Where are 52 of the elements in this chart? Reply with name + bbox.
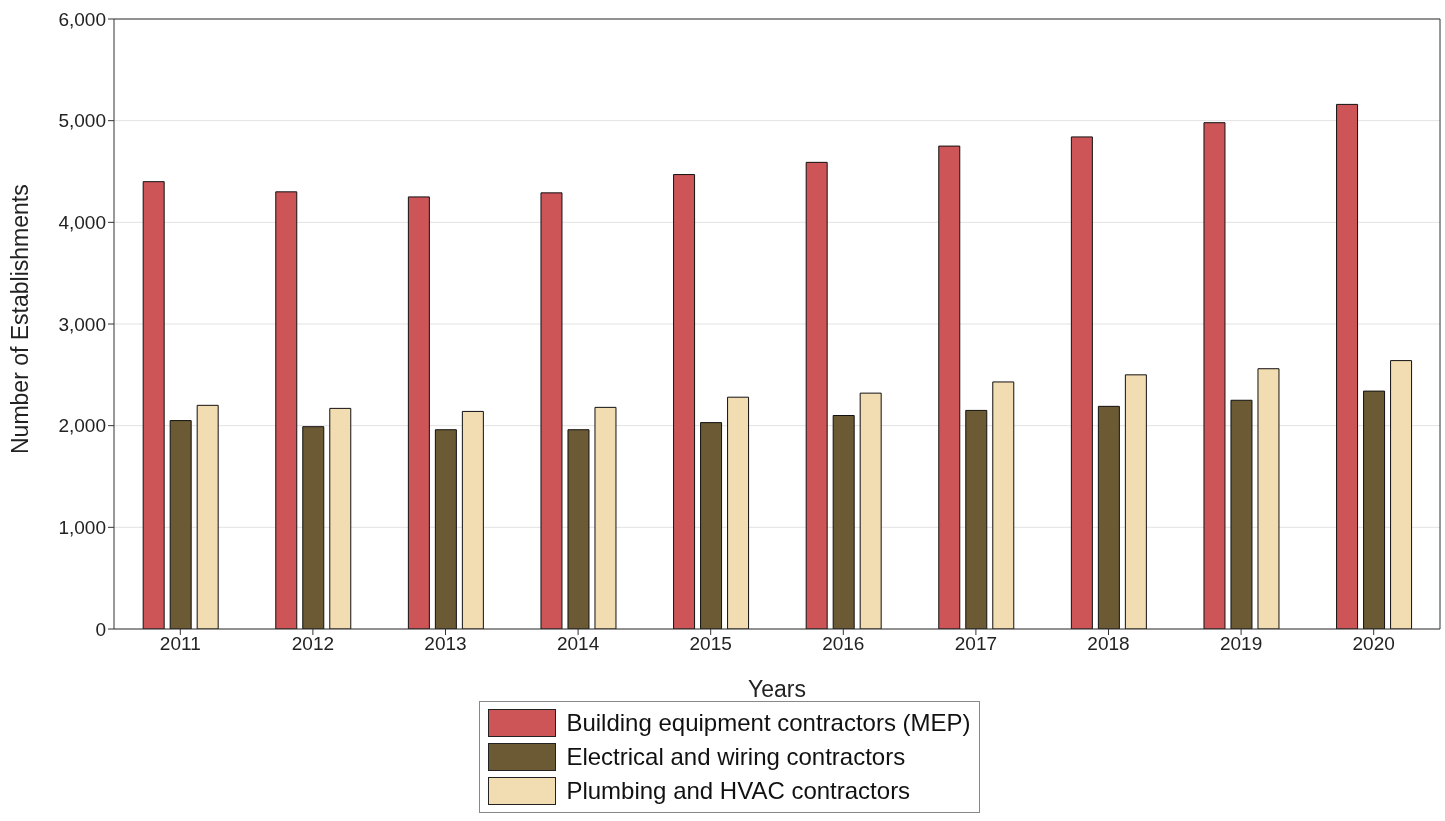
x-tick-label: 2014	[556, 633, 600, 655]
bar	[1257, 368, 1280, 629]
y-tick-label: 1,000	[58, 517, 106, 539]
bar	[1390, 360, 1413, 629]
y-tick-label: 3,000	[58, 313, 106, 335]
bar	[832, 415, 855, 629]
bar	[594, 406, 617, 629]
bar	[302, 426, 325, 629]
bar	[1363, 390, 1386, 629]
bar	[1230, 399, 1253, 629]
x-tick-label: 2017	[954, 633, 998, 655]
bar	[1203, 122, 1226, 629]
bar	[859, 392, 882, 629]
bar	[196, 404, 219, 629]
bar	[142, 181, 165, 629]
y-tick-label: 5,000	[58, 110, 106, 132]
x-tick-label: 2016	[822, 633, 865, 655]
bar	[938, 145, 961, 629]
x-tick-label: 2018	[1087, 633, 1130, 655]
y-tick-label: 0	[95, 618, 106, 640]
bar	[1124, 374, 1147, 629]
legend-label: Plumbing and HVAC contractors	[566, 777, 911, 805]
bar	[329, 407, 352, 629]
x-tick-label: 2012	[291, 633, 335, 655]
bar	[1070, 136, 1093, 629]
bar	[461, 410, 484, 629]
bar	[805, 161, 828, 629]
bar	[965, 409, 988, 629]
bar	[700, 422, 723, 629]
bar	[1336, 103, 1359, 629]
x-tick-label: 2011	[159, 633, 201, 655]
x-tick-label: 2020	[1352, 633, 1395, 655]
bar	[567, 429, 590, 629]
legend-label: Electrical and wiring contractors	[566, 743, 906, 771]
bar	[992, 381, 1015, 629]
bar	[434, 429, 457, 629]
y-axis-title: Number of Establishments	[7, 184, 34, 454]
legend-label: Building equipment contractors (MEP)	[566, 709, 971, 737]
bar	[275, 191, 298, 629]
bar	[727, 396, 750, 629]
bar	[673, 174, 696, 629]
y-tick-label: 2,000	[58, 415, 106, 437]
x-tick-label: 2013	[424, 633, 467, 655]
y-tick-label: 4,000	[58, 212, 106, 234]
bar	[407, 196, 430, 629]
bar	[540, 192, 563, 629]
x-tick-label: 2019	[1219, 633, 1263, 655]
bar	[169, 420, 192, 629]
bar	[1097, 405, 1120, 629]
x-axis-title: Years	[748, 676, 806, 702]
x-tick-label: 2015	[689, 633, 732, 655]
y-tick-label: 6,000	[58, 8, 106, 30]
